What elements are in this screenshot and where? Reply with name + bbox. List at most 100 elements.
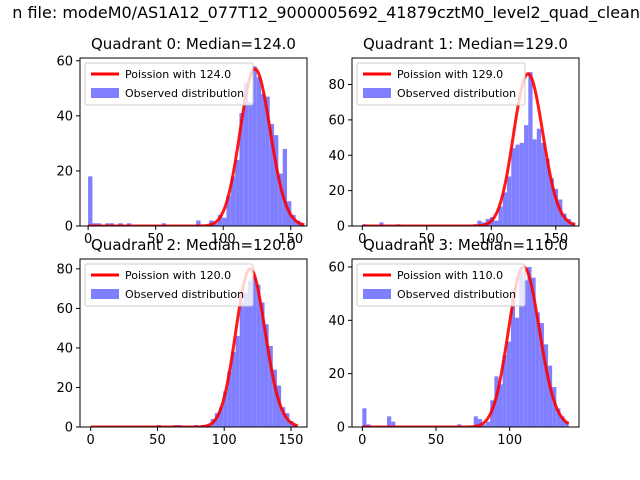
histogram-bar [502,355,507,427]
histogram-bar [523,280,528,427]
histogram-bar [515,317,520,427]
legend-box [356,62,526,106]
legend-label-fit: Poission with 129.0 [397,68,503,81]
legend-bar-swatch [363,289,391,299]
histogram-bar [264,324,269,427]
y-tick-label: 0 [65,220,73,235]
histogram-bar [477,419,483,427]
histogram-bar [227,371,232,427]
histogram-bar [256,77,262,226]
histogram-bar [230,176,236,226]
x-tick-label: 150 [279,433,304,448]
y-tick-label: 40 [56,109,73,124]
legend-label-observed: Observed distribution [125,288,244,301]
histogram-bar [527,267,532,427]
x-tick-label: 100 [479,232,504,247]
histogram-bar [248,102,253,226]
histogram-bar [239,113,244,226]
legend-label-observed: Observed distribution [125,87,244,100]
legend-box [84,263,254,307]
histogram-bar [536,128,542,226]
histogram-bar [362,408,367,427]
y-tick-label: 0 [337,220,345,235]
histogram-bar [260,302,265,427]
legend-label-observed: Observed distribution [397,87,516,100]
x-tick-label: 0 [84,232,92,247]
histogram-bar [531,277,536,427]
histogram-bar [256,284,261,427]
histogram-bar [247,280,253,427]
histogram-bar [261,93,266,226]
histogram-bar [214,413,220,427]
figure-title: n file: modeM0/AS1A12_077T12_9000005692_… [12,3,640,22]
y-tick-label: 20 [328,367,345,382]
plot-frame [351,57,580,227]
histogram-bar [391,421,396,427]
histogram-bar [494,220,499,226]
plot-frame [79,258,308,428]
y-tick-label: 40 [56,341,73,356]
quadrant-3-plot: 0 50 100 0 20 40 60 Poission with 110.0 Observed… [328,236,580,448]
histogram-bar [482,424,487,427]
legend: Poission with 120.0 Observed distribution [84,263,254,307]
histogram-bar [535,312,540,427]
plot-title: Quadrant 2: Median=120.0 [91,236,296,254]
histogram-bar [226,195,231,226]
histogram-bar [553,188,559,226]
x-tick-label: 150 [543,232,568,247]
histogram-bar [223,391,228,427]
histogram-bar [222,217,227,226]
plot-title: Quadrant 0: Median=124.0 [91,35,296,53]
y-tick-label: 20 [328,184,345,199]
plot-title: Quadrant 1: Median=129.0 [363,35,568,53]
observed-histogram [156,276,298,427]
histogram-bar [549,178,554,226]
histogram-bar [490,400,495,427]
histogram-bar [217,214,223,226]
quadrant-1-plot: 0 50 100 150 0 20 40 60 80 Poission with 129.0 Obs… [328,35,580,247]
y-tick-label: 80 [56,262,73,277]
plot-frame [79,57,308,227]
legend-label-fit: Poission with 120.0 [125,269,231,282]
legend-label-fit: Poission with 110.0 [397,269,503,282]
x-tick-label: 150 [278,232,303,247]
histogram-bar [274,135,279,226]
x-tick-label: 0 [358,232,366,247]
y-tick-label: 0 [65,421,73,436]
histogram-bar [235,336,240,427]
histogram-bar [243,292,248,427]
histogram-bar [545,158,550,226]
histogram-bar [515,144,520,226]
x-tick-label: 50 [149,433,166,448]
histogram-bar [278,173,283,226]
x-tick-label: 100 [497,433,522,448]
x-tick-label: 100 [212,433,237,448]
plot-frame [351,258,580,428]
y-tick-label: 20 [56,164,73,179]
quadrant-2-plot: 0 50 100 150 0 20 40 60 80 Poission with 120.0 Obs… [56,236,308,448]
histogram-bar [387,416,392,427]
y-tick-label: 60 [328,113,345,128]
legend: Poission with 129.0 Observed distribution [356,62,526,106]
y-tick-label: 60 [56,54,73,69]
histogram-bar [268,345,273,427]
histogram-bar [552,387,557,427]
y-tick-label: 0 [337,421,345,436]
histogram-bar [219,407,224,427]
histogram-bar [502,192,508,226]
histogram-bar [276,385,282,427]
histogram-bar [239,302,244,427]
histogram-bar [252,276,257,427]
y-tick-label: 80 [328,78,345,93]
histogram-bar [519,272,524,427]
histogram-bar [556,408,561,427]
y-tick-label: 40 [328,149,345,164]
histogram-bar [498,384,503,427]
histogram-bar [265,96,270,226]
histogram-bar [473,416,478,427]
histogram-bar [252,66,257,226]
y-tick-label: 20 [56,381,73,396]
x-tick-label: 50 [428,433,445,448]
histogram-bar [548,365,553,427]
